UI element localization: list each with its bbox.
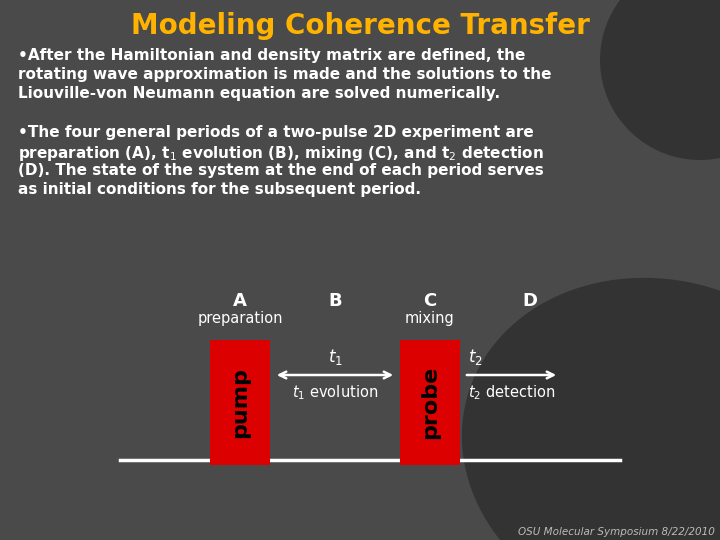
Text: $t_2$: $t_2$ [468, 347, 483, 367]
Text: $t_1$ evolution: $t_1$ evolution [292, 383, 378, 402]
Text: •The four general periods of a two-pulse 2D experiment are: •The four general periods of a two-pulse… [18, 125, 534, 140]
Text: (D). The state of the system at the end of each period serves: (D). The state of the system at the end … [18, 163, 544, 178]
Text: •After the Hamiltonian and density matrix are defined, the: •After the Hamiltonian and density matri… [18, 48, 526, 63]
Text: preparation (A), t$_{1}$ evolution (B), mixing (C), and t$_{2}$ detection: preparation (A), t$_{1}$ evolution (B), … [18, 144, 544, 163]
Text: Modeling Coherence Transfer: Modeling Coherence Transfer [130, 12, 590, 40]
Ellipse shape [600, 0, 720, 160]
Text: preparation: preparation [197, 311, 283, 326]
Text: $t_1$: $t_1$ [328, 347, 343, 367]
Ellipse shape [462, 278, 720, 540]
Text: probe: probe [420, 366, 440, 439]
Bar [400, 340, 460, 465]
Text: as initial conditions for the subsequent period.: as initial conditions for the subsequent… [18, 182, 421, 197]
Text: C: C [423, 292, 436, 310]
Text: Liouville-von Neumann equation are solved numerically.: Liouville-von Neumann equation are solve… [18, 86, 500, 101]
Text: rotating wave approximation is made and the solutions to the: rotating wave approximation is made and … [18, 67, 552, 82]
Text: OSU Molecular Symposium 8/22/2010: OSU Molecular Symposium 8/22/2010 [518, 527, 715, 537]
Text: $t_2$ detection: $t_2$ detection [468, 383, 555, 402]
Text: D: D [523, 292, 538, 310]
Bar [210, 340, 270, 465]
Text: mixing: mixing [405, 311, 455, 326]
Text: A: A [233, 292, 247, 310]
Text: pump: pump [230, 367, 250, 438]
Text: B: B [328, 292, 342, 310]
